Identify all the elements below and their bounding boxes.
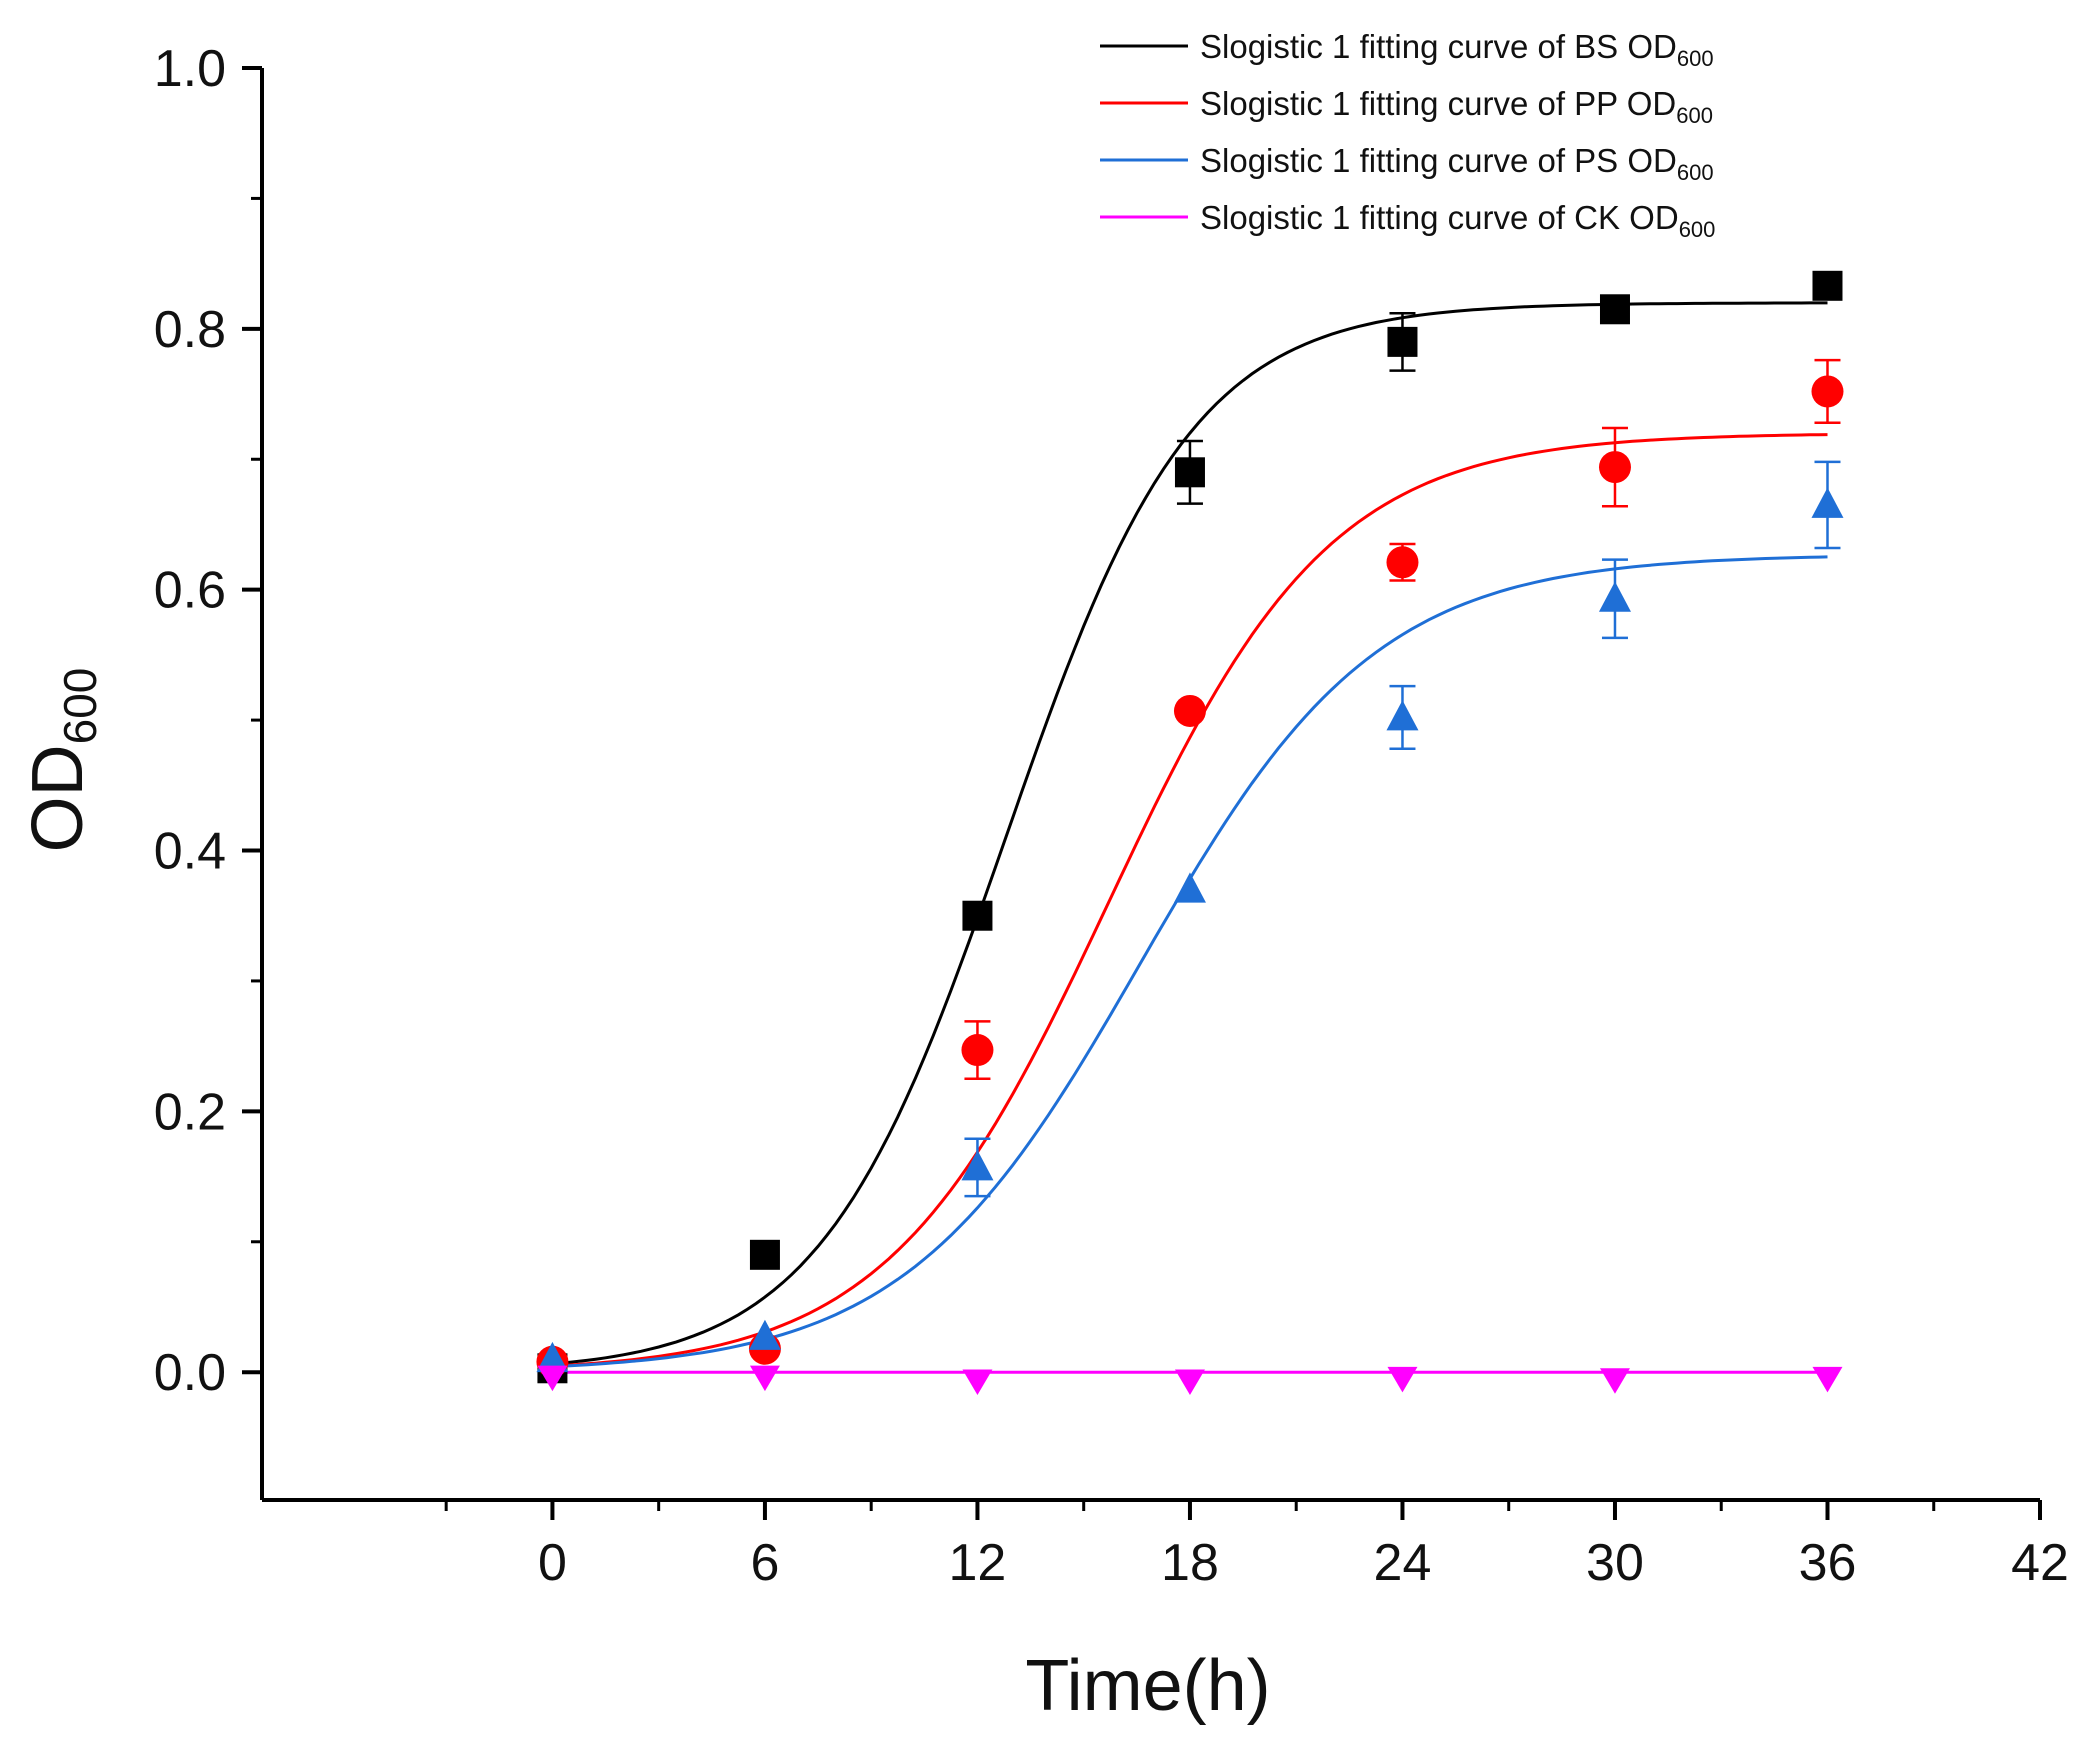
x-tick-label: 6: [750, 1534, 779, 1592]
data-point-ck: [749, 1365, 780, 1392]
x-tick-label: 36: [1799, 1534, 1857, 1592]
legend: Slogistic 1 fitting curve of BS OD600 Slo…: [1100, 28, 1715, 242]
x-tick-label: 12: [949, 1534, 1007, 1592]
data-point-pp: [961, 1034, 994, 1067]
x-tick-label: 0: [538, 1534, 567, 1592]
data-point-pp: [1173, 694, 1206, 727]
data-point-ps: [748, 1319, 781, 1350]
data-point-bs: [962, 900, 993, 931]
x-tick-label: 18: [1161, 1534, 1219, 1592]
y-tick-label: 0.2: [154, 1083, 226, 1141]
data-point-ck: [537, 1365, 568, 1392]
data-point-ps: [1173, 872, 1206, 903]
legend-label: Slogistic 1 fitting curve of BS OD600: [1200, 28, 1714, 71]
legend-entry-bs: Slogistic 1 fitting curve of BS OD600: [1100, 28, 1714, 71]
data-point-ck: [1812, 1366, 1843, 1393]
data-point-bs: [1174, 457, 1205, 488]
svg-text:OD600: OD600: [18, 668, 106, 853]
legend-label: Slogistic 1 fitting curve of PP OD600: [1200, 85, 1713, 128]
y-tick-label: 0.0: [154, 1344, 226, 1402]
axis-ticks: 0 6 12 18 24 30 36 42 0.0 0.2 0.4 0.6 0.8 1.0: [154, 40, 2069, 1592]
axes: [260, 68, 2040, 1502]
y-tick-label: 1.0: [154, 40, 226, 98]
data-point-bs: [1812, 270, 1843, 301]
data-point-ck: [1599, 1368, 1630, 1394]
y-tick-label: 0.6: [154, 562, 226, 620]
data-point-ck: [1174, 1369, 1205, 1396]
data-point-pp: [1598, 451, 1631, 484]
legend-entry-pp: Slogistic 1 fitting curve of PP OD600: [1100, 85, 1713, 128]
axis-labels: Time(h) OD600: [18, 668, 1271, 1726]
error-bars: [964, 311, 1841, 1198]
legend-entry-ps: Slogistic 1 fitting curve of PS OD600: [1100, 142, 1714, 185]
data-points: [536, 270, 1844, 1396]
legend-label: Slogistic 1 fitting curve of CK OD600: [1200, 199, 1715, 242]
data-point-bs: [1599, 294, 1630, 325]
y-tick-label: 0.4: [154, 823, 226, 881]
data-point-ck: [1387, 1366, 1418, 1393]
data-point-ps: [1598, 581, 1631, 612]
x-axis-label: Time(h): [1025, 1646, 1270, 1726]
y-axis-label-main: OD: [18, 744, 98, 852]
y-tick-label: 0.8: [154, 301, 226, 359]
data-point-ps: [961, 1150, 994, 1181]
x-tick-label: 24: [1374, 1534, 1432, 1592]
y-axis-label: OD600: [18, 668, 106, 853]
data-point-ps: [536, 1341, 569, 1373]
data-point-bs: [1387, 326, 1418, 357]
y-axis-label-sub: 600: [54, 668, 106, 745]
data-point-pp: [1386, 546, 1419, 579]
x-tick-label: 42: [2011, 1534, 2069, 1592]
data-point-ps: [1386, 700, 1419, 731]
data-point-ck: [962, 1369, 993, 1396]
data-point-ps: [1811, 487, 1844, 518]
legend-entry-ck: Slogistic 1 fitting curve of CK OD600: [1100, 199, 1715, 242]
data-point-bs: [749, 1239, 780, 1270]
data-point-pp: [1811, 375, 1844, 408]
x-tick-label: 30: [1586, 1534, 1644, 1592]
legend-label: Slogistic 1 fitting curve of PS OD600: [1200, 142, 1714, 185]
fit-curve-ps: [552, 555, 1828, 1369]
